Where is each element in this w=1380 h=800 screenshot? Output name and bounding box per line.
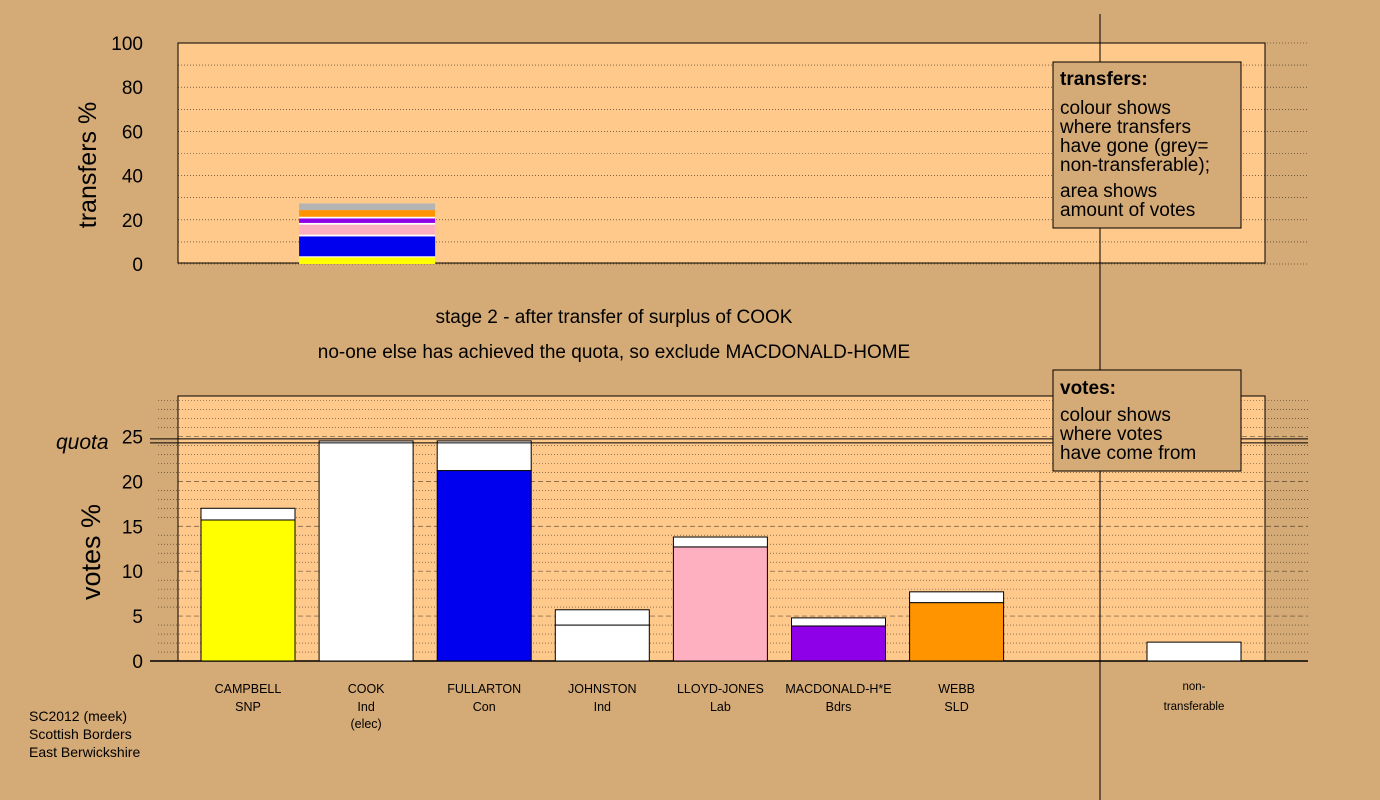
votes-legend: votes: colour shows where votes have com… xyxy=(1052,369,1242,472)
first-preference-bar xyxy=(791,625,886,662)
ward-name: East Berwickshire xyxy=(29,744,140,760)
y-tick-label: 0 xyxy=(132,255,143,276)
votes-y-ticks: 0 5 10 15 20 25 xyxy=(122,427,143,673)
votes-y-axis-label: votes % xyxy=(76,504,106,600)
transfers-legend-box xyxy=(1052,61,1242,229)
votes-bars xyxy=(150,438,1308,662)
y-tick-label: 15 xyxy=(122,517,143,538)
candidate-party: Lab xyxy=(710,700,731,714)
transfers-legend-line: non-transferable); xyxy=(1060,155,1210,176)
transfer-bar xyxy=(791,617,886,627)
candidate-party: Bdrs xyxy=(826,700,852,714)
council-name: Scottish Borders xyxy=(29,726,132,742)
votes-legend-line: where votes xyxy=(1059,424,1162,445)
transfer-bar xyxy=(436,440,532,472)
votes-legend-line: colour shows xyxy=(1060,405,1171,426)
first-preference-bar xyxy=(909,602,1005,662)
election-info: SC2012 (meek) Scottish Borders East Berw… xyxy=(29,708,140,760)
transfer-bar xyxy=(672,536,768,548)
transfer-segment xyxy=(299,218,436,223)
candidate-name: COOK xyxy=(348,682,385,696)
candidate-name: LLOYD-JONES xyxy=(677,682,764,696)
y-tick-label: 0 xyxy=(132,652,143,673)
y-tick-label: 10 xyxy=(122,562,143,583)
votes-legend-title: votes: xyxy=(1060,378,1116,399)
transfer-bar xyxy=(909,591,1005,604)
transfer-segment xyxy=(299,234,436,237)
y-tick-label: 80 xyxy=(122,78,143,99)
transfer-segment xyxy=(299,216,436,219)
transfers-legend-line: amount of votes xyxy=(1060,200,1195,221)
transfer-segment xyxy=(299,257,436,264)
candidate-party: SNP xyxy=(235,700,261,714)
first-preference-bar xyxy=(554,624,650,662)
first-preference-bar xyxy=(436,470,532,662)
transfer-bar xyxy=(200,507,296,521)
transfer-segment xyxy=(299,236,436,257)
y-tick-label: 25 xyxy=(122,427,143,448)
candidate-name: WEBB xyxy=(938,682,975,696)
candidate-name: FULLARTON xyxy=(447,682,521,696)
transfers-legend-line: area shows xyxy=(1060,181,1157,202)
y-tick-label: 100 xyxy=(111,34,143,55)
candidate-party: SLD xyxy=(944,700,968,714)
transfer-segment xyxy=(299,210,436,217)
transfers-y-ticks: 0 20 40 60 80 100 xyxy=(111,34,143,276)
transfers-y-axis-label: transfers % xyxy=(74,102,102,228)
stage-action: no-one else has achieved the quota, so e… xyxy=(318,342,910,363)
transfers-legend-line: have gone (grey= xyxy=(1060,136,1208,157)
y-tick-label: 60 xyxy=(122,122,143,143)
candidate-name: MACDONALD-H*E xyxy=(785,682,891,696)
y-tick-label: 40 xyxy=(122,167,143,188)
candidate-labels: CAMPBELL SNP COOK Ind (elec) FULLARTON Con JOHN… xyxy=(215,681,1225,731)
nontransferable-label: transferable xyxy=(1164,701,1225,713)
transfers-legend: transfers: colour shows where transfers … xyxy=(1052,61,1242,229)
transfers-legend-line: colour shows xyxy=(1060,98,1171,119)
candidate-party: Con xyxy=(473,700,496,714)
transfers-grid xyxy=(178,42,1308,265)
transfers-legend-title: transfers: xyxy=(1060,69,1148,90)
transfer-segment xyxy=(299,222,436,225)
first-preference-bar xyxy=(318,440,414,662)
transfers-legend-line: where transfers xyxy=(1059,117,1191,138)
transfer-segment xyxy=(299,203,436,211)
stage-description: stage 2 - after transfer of surplus of C… xyxy=(436,307,793,328)
candidate-status: (elec) xyxy=(350,717,381,731)
votes-legend-line: have come from xyxy=(1060,443,1196,464)
transfer-segment xyxy=(299,224,436,235)
candidate-party: Ind xyxy=(594,700,611,714)
y-tick-label: 20 xyxy=(122,472,143,493)
candidate-party: Ind xyxy=(357,700,374,714)
y-tick-label: 5 xyxy=(132,607,143,628)
quota-label: quota xyxy=(56,431,109,454)
transfer-segment xyxy=(299,256,436,258)
candidate-name: JOHNSTON xyxy=(568,682,637,696)
votes-legend-box xyxy=(1052,369,1242,472)
first-preference-bar xyxy=(200,519,296,662)
y-tick-label: 20 xyxy=(122,211,143,232)
nontransferable-label: non- xyxy=(1182,681,1205,693)
first-preference-bar xyxy=(672,546,768,662)
transfers-bar xyxy=(299,203,436,264)
candidate-name: CAMPBELL xyxy=(215,682,282,696)
election-name: SC2012 (meek) xyxy=(29,708,127,724)
nontransferable-bar xyxy=(1146,641,1242,662)
transfer-bar xyxy=(554,609,650,626)
